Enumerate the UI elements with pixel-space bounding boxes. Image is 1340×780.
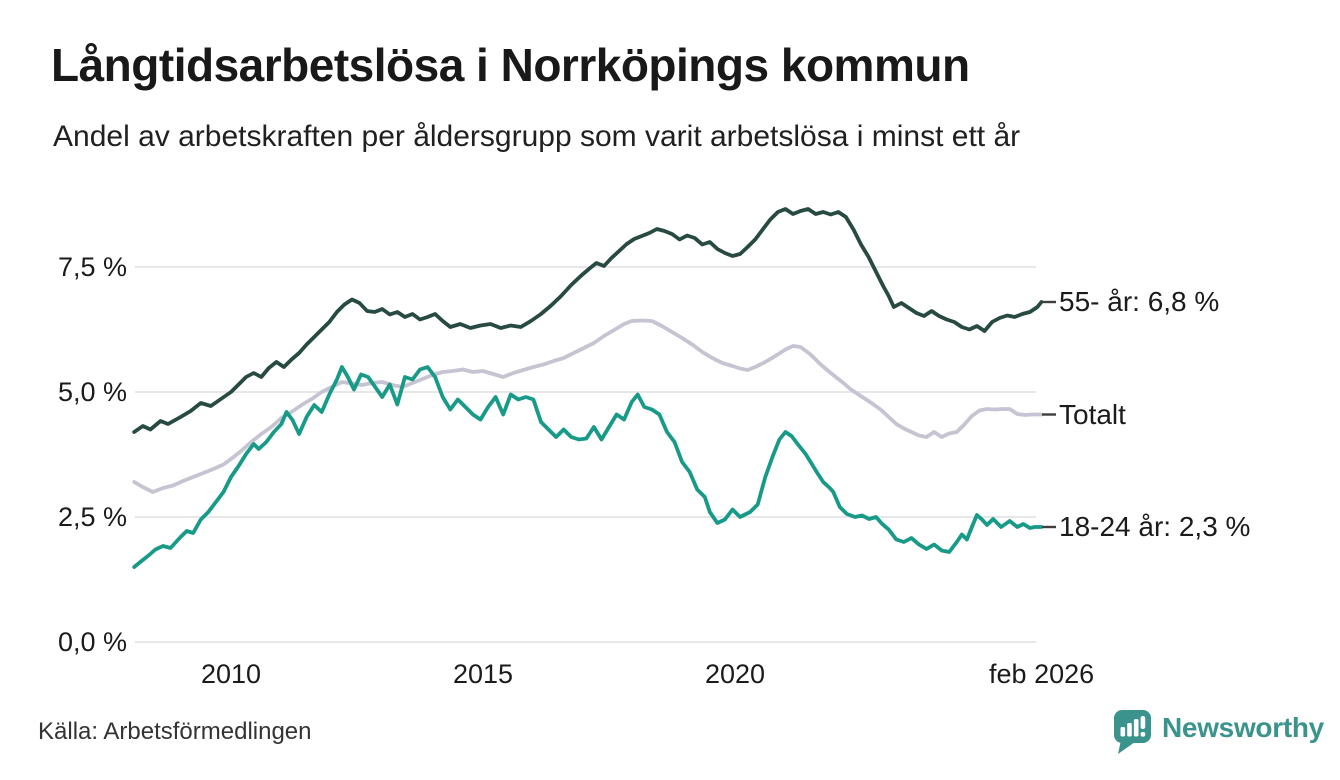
newsworthy-wordmark: Newsworthy (1162, 712, 1324, 743)
y-tick-label: 7,5 % (57, 252, 127, 282)
chart-title: Långtidsarbetslösa i Norrköpings kommun (51, 39, 970, 91)
x-tick-label: 2015 (452, 659, 514, 689)
newsworthy-bubble-icon (1114, 710, 1151, 754)
x-tick-label: 2010 (200, 659, 262, 689)
y-tick-label: 5,0 % (57, 377, 127, 407)
x-tick-label: feb 2026 (989, 659, 1095, 689)
y-tick-label: 2,5 % (57, 502, 127, 532)
series-label-55-ar: 55- år: 6,8 % (1059, 286, 1220, 317)
series-label-18-24-ar: 18-24 år: 2,3 % (1059, 511, 1251, 542)
newsworthy-logo: Newsworthy (1112, 708, 1324, 755)
series-label-totalt: Totalt (1059, 398, 1126, 430)
chart-subtitle: Andel av arbetskraften per åldersgrupp s… (53, 120, 1021, 153)
series-line-totalt (132, 318, 1044, 494)
source-caption: Källa: Arbetsförmedlingen (38, 718, 312, 745)
series-line-18-24-ar (132, 365, 1044, 569)
x-tick-label: 2020 (704, 659, 766, 689)
series-line-55-ar (132, 207, 1044, 434)
y-tick-label: 0,0 % (57, 627, 127, 657)
